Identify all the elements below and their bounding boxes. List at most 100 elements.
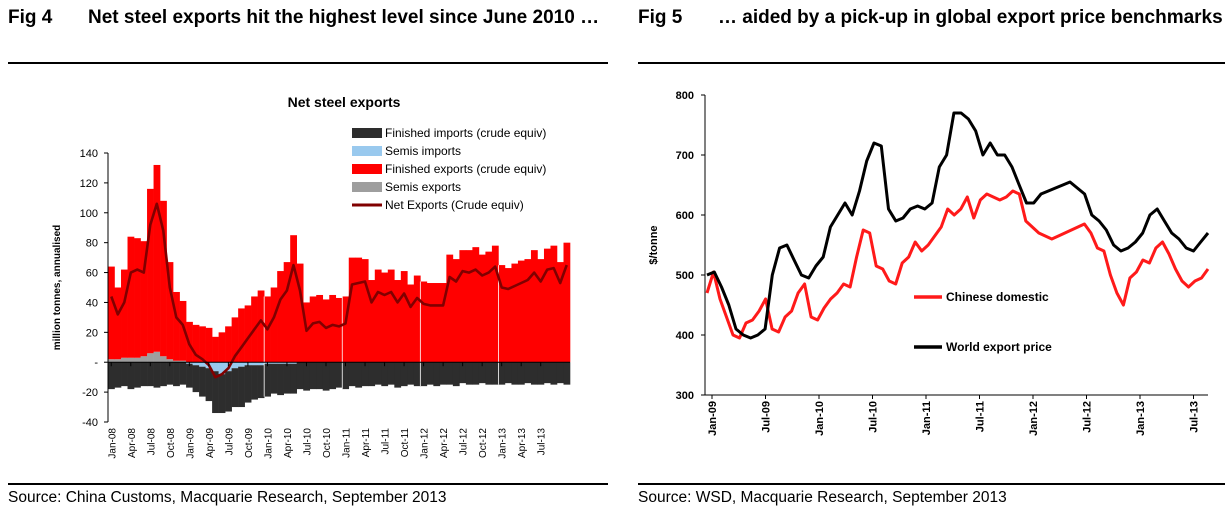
finished-imports-bar bbox=[205, 368, 213, 402]
finished-exports-bar bbox=[446, 254, 454, 363]
legend-swatch bbox=[352, 182, 382, 192]
x-tick-label: Jul-12 bbox=[459, 428, 470, 456]
x-tick-label: Jul-09 bbox=[761, 401, 773, 433]
fig5-bottom-rule bbox=[638, 483, 1225, 485]
semis-imports-bar bbox=[192, 362, 200, 366]
finished-imports-bar bbox=[290, 363, 298, 394]
x-tick-label: Apr-12 bbox=[439, 428, 450, 458]
finished-exports-bar bbox=[166, 262, 174, 360]
finished-exports-bar bbox=[335, 297, 343, 363]
finished-exports-bar bbox=[504, 268, 512, 363]
finished-imports-bar bbox=[426, 362, 434, 385]
finished-exports-bar bbox=[381, 272, 389, 363]
x-tick-label: Jan-11 bbox=[921, 401, 933, 435]
legend-label: Finished exports (crude equiv) bbox=[385, 162, 546, 176]
semis-imports-bar bbox=[218, 362, 226, 375]
finished-exports-bar bbox=[160, 200, 167, 357]
x-tick-label: Oct-08 bbox=[166, 428, 177, 458]
x-tick-label: Jan-11 bbox=[342, 428, 353, 458]
finished-imports-bar bbox=[108, 362, 115, 390]
x-tick-label: Jan-13 bbox=[1135, 401, 1147, 436]
finished-imports-bar bbox=[283, 363, 291, 394]
finished-imports-bar bbox=[244, 365, 252, 403]
finished-imports-bar bbox=[147, 362, 154, 387]
legend-swatch bbox=[352, 146, 382, 156]
finished-imports-bar bbox=[173, 362, 180, 387]
semis-exports-bar bbox=[166, 359, 174, 363]
x-tick-label: Jul-10 bbox=[302, 428, 313, 456]
finished-exports-bar bbox=[368, 280, 376, 363]
finished-imports-bar bbox=[114, 362, 122, 388]
y-tick-label: - bbox=[94, 357, 98, 369]
semis-exports-bar bbox=[153, 351, 161, 363]
finished-imports-bar bbox=[511, 362, 519, 385]
finished-exports-bar bbox=[537, 259, 545, 363]
semis-exports-bar bbox=[173, 360, 180, 363]
x-tick-label: Jul-11 bbox=[381, 428, 392, 455]
finished-imports-bar bbox=[225, 371, 232, 412]
x-tick-label: Jul-09 bbox=[224, 428, 235, 456]
semis-exports-bar bbox=[160, 356, 167, 363]
semis-exports-bar bbox=[108, 359, 115, 363]
finished-imports-bar bbox=[524, 362, 532, 384]
finished-imports-bar bbox=[166, 362, 174, 385]
finished-imports-bar bbox=[160, 362, 167, 387]
finished-exports-bar bbox=[543, 248, 551, 363]
finished-imports-bar bbox=[368, 362, 376, 387]
finished-exports-bar bbox=[472, 247, 480, 363]
x-tick-label: Jul-13 bbox=[1189, 401, 1201, 433]
semis-imports-bar bbox=[257, 362, 265, 366]
y-tick-label: -40 bbox=[82, 417, 98, 429]
y-tick-label: 60 bbox=[86, 268, 98, 280]
finished-exports-bar bbox=[524, 259, 532, 363]
finished-imports-bar bbox=[127, 362, 135, 390]
finished-exports-bar bbox=[563, 242, 571, 363]
finished-exports-bar bbox=[361, 259, 369, 363]
finished-exports-bar bbox=[348, 257, 356, 363]
x-tick-label: Jan-09 bbox=[185, 428, 196, 459]
finished-exports-bar bbox=[439, 283, 447, 363]
finished-imports-bar bbox=[192, 365, 200, 393]
fig5-panel: Fig 5 … aided by a pick-up in global exp… bbox=[630, 0, 1229, 524]
finished-exports-bar bbox=[192, 324, 200, 363]
finished-imports-bar bbox=[400, 362, 408, 387]
finished-imports-bar bbox=[433, 362, 441, 387]
finished-imports-bar bbox=[537, 362, 545, 385]
finished-imports-bar bbox=[550, 362, 558, 385]
legend-swatch bbox=[352, 128, 382, 138]
finished-imports-bar bbox=[179, 362, 187, 385]
finished-imports-bar bbox=[348, 362, 356, 387]
finished-exports-bar bbox=[290, 235, 298, 363]
finished-imports-bar bbox=[491, 362, 499, 385]
semis-imports-bar bbox=[270, 362, 278, 364]
y-tick-label: 80 bbox=[86, 238, 98, 250]
x-tick-label: Jul-08 bbox=[146, 428, 157, 456]
finished-imports-bar bbox=[296, 362, 304, 390]
finished-imports-bar bbox=[270, 363, 278, 394]
finished-exports-bar bbox=[556, 262, 564, 363]
x-tick-label: Oct-11 bbox=[400, 428, 411, 458]
semis-imports-bar bbox=[251, 362, 258, 366]
finished-exports-bar bbox=[329, 294, 337, 363]
finished-imports-bar bbox=[556, 362, 564, 384]
finished-exports-bar bbox=[478, 254, 486, 363]
y-axis-label: million tonnes, annualised bbox=[52, 225, 63, 351]
semis-exports-bar bbox=[147, 353, 154, 363]
finished-imports-bar bbox=[465, 362, 473, 385]
net-exports-line bbox=[110, 202, 568, 379]
finished-imports-bar bbox=[212, 371, 219, 414]
finished-exports-bar bbox=[303, 302, 311, 363]
finished-exports-bar bbox=[270, 287, 278, 363]
finished-exports-bar bbox=[218, 332, 226, 363]
semis-exports-bar bbox=[127, 357, 135, 363]
finished-imports-bar bbox=[361, 362, 369, 387]
finished-exports-bar bbox=[491, 245, 499, 363]
x-tick-label: Jul-13 bbox=[537, 428, 548, 456]
finished-exports-bar bbox=[374, 269, 382, 363]
finished-exports-bar bbox=[517, 260, 525, 363]
finished-imports-bar bbox=[251, 365, 258, 400]
x-tick-label: Apr-10 bbox=[283, 428, 294, 458]
finished-imports-bar bbox=[407, 362, 415, 385]
finished-imports-bar bbox=[374, 362, 382, 385]
semis-imports-bar bbox=[212, 362, 219, 372]
